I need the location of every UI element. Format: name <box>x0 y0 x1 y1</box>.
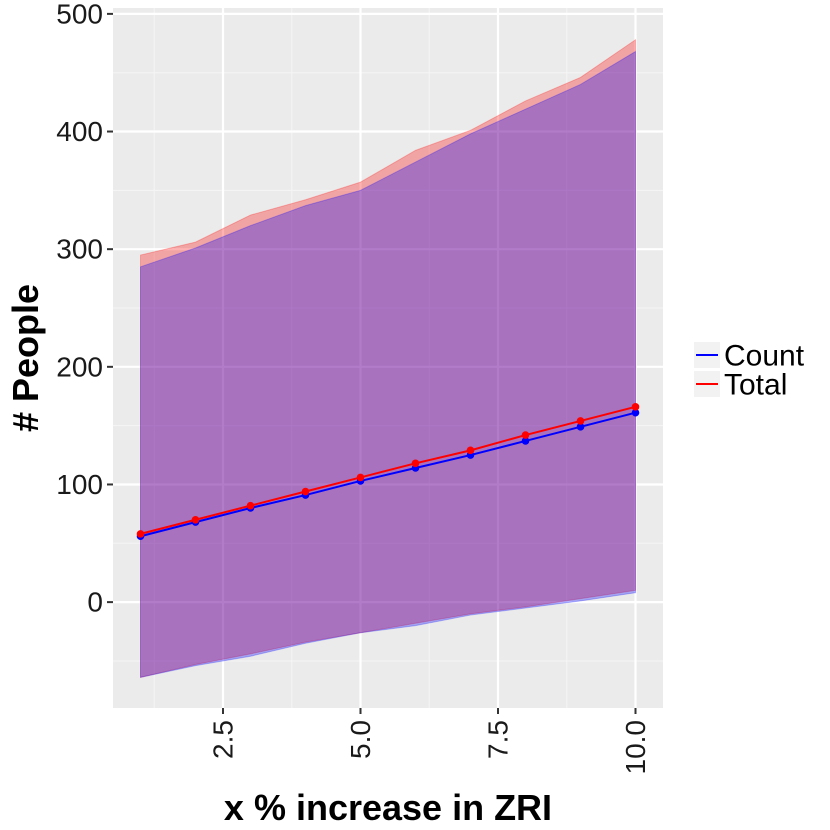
y-axis-title: # People <box>5 284 46 432</box>
y-axis: 0 100 200 300 400 500 <box>56 0 113 618</box>
point-count <box>521 437 530 445</box>
x-tick-label: 5.0 <box>345 720 376 759</box>
point-total <box>576 417 585 425</box>
series-line-count <box>140 411 636 538</box>
series-lines <box>140 405 636 538</box>
point-count <box>576 423 585 431</box>
minor-gridlines <box>113 8 663 708</box>
y-tick-label: 400 <box>56 116 103 147</box>
ribbon-total <box>140 38 636 679</box>
point-total <box>246 501 255 510</box>
series-line-total <box>140 405 636 535</box>
point-total <box>466 446 475 455</box>
legend-label-total: Total <box>724 369 787 402</box>
confidence-ribbons <box>140 38 636 679</box>
y-tick-label: 500 <box>56 0 103 29</box>
point-total <box>301 487 310 496</box>
x-axis: 2.5 5.0 7.5 10.0 <box>208 708 651 775</box>
y-tick-label: 0 <box>87 587 103 618</box>
y-tick-label: 200 <box>56 351 103 382</box>
y-tick-label: 100 <box>56 469 103 500</box>
point-total <box>521 431 530 439</box>
point-total <box>356 473 365 482</box>
point-total <box>631 403 640 411</box>
point-total <box>136 530 145 538</box>
major-gridlines <box>113 8 663 708</box>
x-tick-label: 2.5 <box>208 720 239 759</box>
y-tick-label: 300 <box>56 234 103 265</box>
point-total <box>191 515 200 524</box>
legend-label-count: Count <box>724 340 805 373</box>
x-tick-label: 10.0 <box>620 720 651 775</box>
plot-background <box>113 8 663 708</box>
series-points <box>136 403 640 541</box>
x-tick-label: 7.5 <box>483 720 514 759</box>
x-axis-title: x % increase in ZRI <box>224 787 552 828</box>
point-total <box>411 459 420 468</box>
point-count <box>631 408 640 417</box>
ribbon-count <box>140 50 636 679</box>
